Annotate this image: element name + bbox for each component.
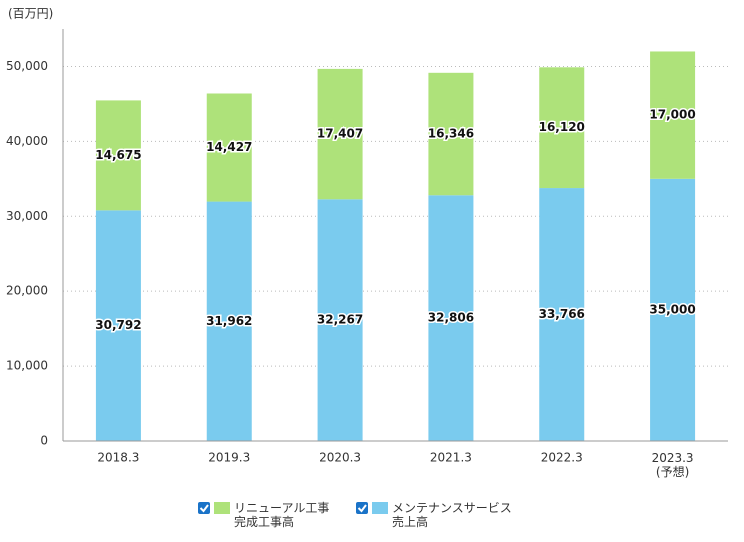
data-label: 31,962 [206, 314, 252, 328]
y-tick-label: 30,000 [6, 209, 48, 223]
y-tick-label: 0 [40, 434, 48, 448]
legend-label[interactable]: リニューアル工事完成工事高 [234, 501, 329, 529]
bar-segment [317, 68, 363, 200]
legend-checkbox[interactable] [356, 502, 368, 514]
data-label: 32,267 [317, 313, 363, 327]
data-label: 17,407 [317, 127, 363, 141]
bar-segment [650, 51, 696, 179]
bar-segment [539, 67, 585, 189]
legend-swatch [372, 502, 388, 514]
data-label: 14,675 [95, 148, 141, 162]
y-tick-label: 40,000 [6, 134, 48, 148]
data-label: 14,427 [206, 140, 252, 154]
x-tick-label: 2021.3 [430, 451, 472, 465]
data-label: 33,766 [539, 307, 585, 321]
data-label: 17,000 [649, 108, 695, 122]
data-label: 30,792 [95, 318, 141, 332]
bar-segment [428, 195, 474, 441]
bar-segment [206, 201, 252, 441]
bar-segment [206, 93, 252, 202]
data-label: 32,806 [428, 311, 474, 325]
x-tick-label: 2022.3 [541, 451, 583, 465]
data-label: 35,000 [649, 302, 695, 316]
data-label: 16,120 [539, 120, 585, 134]
legend-check[interactable] [357, 504, 367, 513]
x-tick-label: 2023.3 (予想) [652, 451, 694, 479]
legend-label[interactable]: メンテナンスサービス売上高 [392, 501, 512, 529]
data-label: 16,346 [428, 127, 474, 141]
x-tick-label: 2019.3 [208, 451, 250, 465]
legend-swatch [214, 502, 230, 514]
y-tick-label: 50,000 [6, 59, 48, 73]
bar-segment [317, 199, 363, 441]
y-tick-label: 20,000 [6, 284, 48, 298]
y-axis-label: (百万円) [8, 7, 53, 21]
x-tick-label: 2020.3 [319, 451, 361, 465]
y-tick-label: 10,000 [6, 359, 48, 373]
legend-checkbox[interactable] [198, 502, 210, 514]
bar-segment [95, 100, 141, 211]
bar-segment [539, 188, 585, 441]
legend-check[interactable] [199, 504, 209, 513]
x-tick-label: 2018.3 [97, 451, 139, 465]
bar-segment [650, 178, 696, 441]
bar-segment [95, 210, 141, 441]
bar-segment [428, 72, 474, 196]
